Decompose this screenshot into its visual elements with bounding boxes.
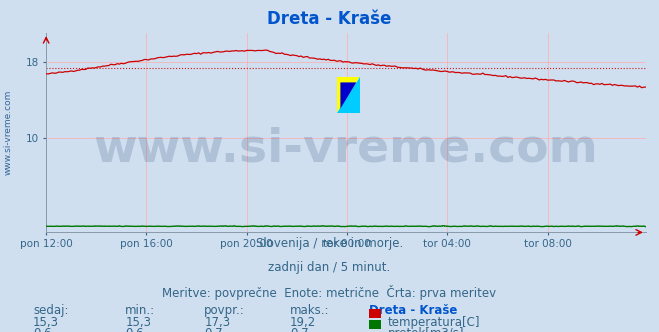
Text: temperatura[C]: temperatura[C] [387, 316, 480, 329]
Text: Dreta - Kraše: Dreta - Kraše [369, 304, 457, 317]
Polygon shape [337, 77, 360, 113]
Text: 0,6: 0,6 [125, 327, 144, 332]
Text: sedaj:: sedaj: [33, 304, 69, 317]
Text: pretok[m3/s]: pretok[m3/s] [387, 327, 464, 332]
Text: www.si-vreme.com: www.si-vreme.com [3, 90, 13, 176]
Polygon shape [341, 82, 357, 109]
Text: 0,6: 0,6 [33, 327, 51, 332]
Text: zadnji dan / 5 minut.: zadnji dan / 5 minut. [268, 261, 391, 274]
Text: www.si-vreme.com: www.si-vreme.com [94, 126, 598, 171]
Text: povpr.:: povpr.: [204, 304, 245, 317]
Text: maks.:: maks.: [290, 304, 330, 317]
Text: Dreta - Kraše: Dreta - Kraše [268, 10, 391, 28]
Text: min.:: min.: [125, 304, 156, 317]
Text: 15,3: 15,3 [33, 316, 59, 329]
Text: 0,7: 0,7 [204, 327, 223, 332]
Text: 15,3: 15,3 [125, 316, 151, 329]
Text: 0,7: 0,7 [290, 327, 308, 332]
Text: 19,2: 19,2 [290, 316, 316, 329]
Polygon shape [337, 77, 360, 113]
Text: Slovenija / reke in morje.: Slovenija / reke in morje. [256, 237, 403, 250]
Text: Meritve: povprečne  Enote: metrične  Črta: prva meritev: Meritve: povprečne Enote: metrične Črta:… [162, 285, 497, 300]
Text: 17,3: 17,3 [204, 316, 231, 329]
